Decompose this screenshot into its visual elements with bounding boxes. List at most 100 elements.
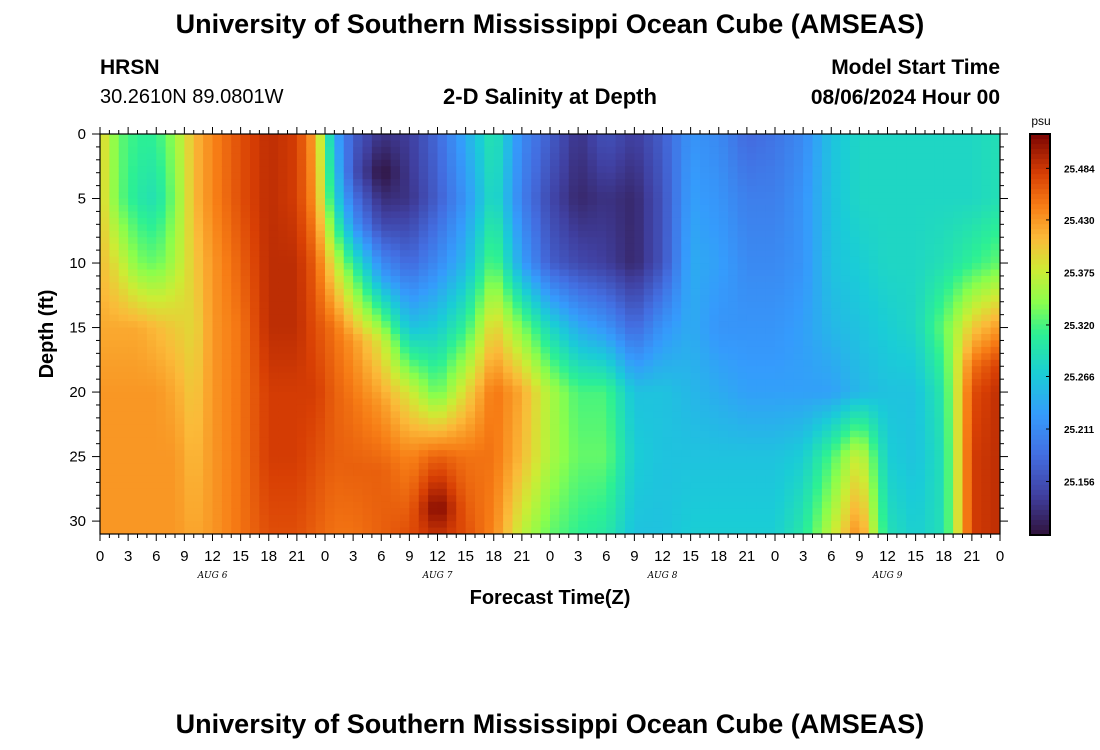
heatmap-cell (465, 153, 476, 161)
heatmap-cell (812, 417, 823, 425)
heatmap-cell (278, 508, 289, 516)
heatmap-cell (165, 430, 176, 438)
heatmap-cell (803, 282, 814, 290)
heatmap-cell (634, 450, 645, 458)
heatmap-cell (287, 366, 298, 374)
heatmap-cell (428, 456, 439, 464)
heatmap-cell (325, 346, 335, 354)
heatmap-cell (475, 230, 485, 238)
heatmap-cell (606, 463, 617, 471)
heatmap-cell (381, 482, 392, 490)
heatmap-cell (109, 134, 120, 142)
heatmap-cell (231, 488, 242, 496)
heatmap-cell (437, 372, 448, 380)
heatmap-cell (231, 385, 242, 393)
heatmap-cell (165, 398, 176, 406)
heatmap-cell (493, 211, 504, 219)
heatmap-cell (784, 159, 795, 167)
heatmap-cell (831, 166, 842, 174)
heatmap-cell (128, 495, 139, 503)
heatmap-cell (821, 192, 832, 200)
heatmap-cell (212, 295, 223, 303)
heatmap-cell (812, 308, 823, 316)
heatmap-cell (400, 379, 410, 387)
heatmap-cell (296, 443, 307, 451)
heatmap-cell (296, 269, 307, 277)
heatmap-cell (484, 269, 495, 277)
heatmap-cell (315, 308, 326, 316)
heatmap-cell (250, 463, 260, 471)
heatmap-cell (128, 204, 139, 213)
heatmap-cell (493, 379, 504, 387)
heatmap-cell (465, 398, 476, 406)
heatmap-cell (540, 488, 551, 496)
heatmap-cell (793, 256, 804, 264)
heatmap-cell (231, 134, 242, 142)
heatmap-cell (428, 185, 439, 193)
heatmap-cell (578, 527, 589, 534)
heatmap-cell (203, 501, 214, 509)
heatmap-cell (681, 450, 692, 458)
heatmap-cell (193, 256, 204, 264)
heatmap-cell (700, 153, 710, 161)
heatmap-cell (643, 282, 654, 290)
heatmap-cell (784, 463, 795, 471)
heatmap-cell (250, 404, 260, 413)
heatmap-cell (493, 166, 504, 174)
heatmap-cell (250, 211, 260, 219)
heatmap-cell (437, 159, 448, 167)
heatmap-cell (109, 482, 120, 490)
heatmap-cell (690, 488, 701, 496)
heatmap-cell (212, 411, 223, 419)
heatmap-cell (681, 179, 692, 187)
heatmap-cell (596, 211, 607, 219)
heatmap-cell (231, 217, 242, 225)
heatmap-cell (709, 488, 720, 496)
heatmap-cell (193, 314, 204, 322)
heatmap-cell (531, 217, 542, 225)
heatmap-cell (100, 488, 110, 496)
heatmap-cell (821, 385, 832, 393)
heatmap-cell (137, 269, 148, 277)
heatmap-cell (334, 404, 345, 413)
heatmap-cell (596, 275, 607, 283)
heatmap-cell (625, 398, 635, 406)
heatmap-cell (221, 488, 232, 496)
heatmap-cell (690, 501, 701, 509)
heatmap-cell (381, 514, 392, 522)
heatmap-cell (765, 166, 776, 174)
heatmap-cell (503, 179, 514, 187)
heatmap-cell (184, 469, 195, 477)
heatmap-cell (484, 424, 495, 432)
heatmap-cell (634, 456, 645, 464)
heatmap-cell (690, 514, 701, 522)
heatmap-cell (362, 269, 373, 277)
heatmap-cell (212, 430, 223, 438)
heatmap-cell (146, 237, 157, 245)
heatmap-cell (418, 282, 429, 290)
heatmap-cell (775, 495, 785, 503)
heatmap-cell (287, 282, 298, 290)
heatmap-cell (512, 475, 523, 483)
heatmap-cell (512, 263, 523, 271)
heatmap-cell (625, 527, 635, 534)
heatmap-cell (137, 495, 148, 503)
heatmap-cell (353, 508, 364, 516)
heatmap-cell (212, 166, 223, 174)
heatmap-cell (559, 392, 570, 400)
heatmap-cell (296, 185, 307, 193)
heatmap-cell (109, 366, 120, 374)
heatmap-cell (559, 385, 570, 393)
heatmap-cell (259, 359, 270, 367)
heatmap-cell (596, 327, 607, 335)
heatmap-cell (643, 321, 654, 329)
heatmap-cell (156, 230, 167, 238)
heatmap-cell (381, 204, 392, 213)
heatmap-cell (840, 398, 851, 406)
heatmap-cell (831, 521, 842, 529)
heatmap-cell (568, 153, 579, 161)
heatmap-cell (775, 166, 785, 174)
heatmap-cell (775, 353, 785, 361)
heatmap-cell (643, 417, 654, 425)
heatmap-cell (840, 340, 851, 348)
